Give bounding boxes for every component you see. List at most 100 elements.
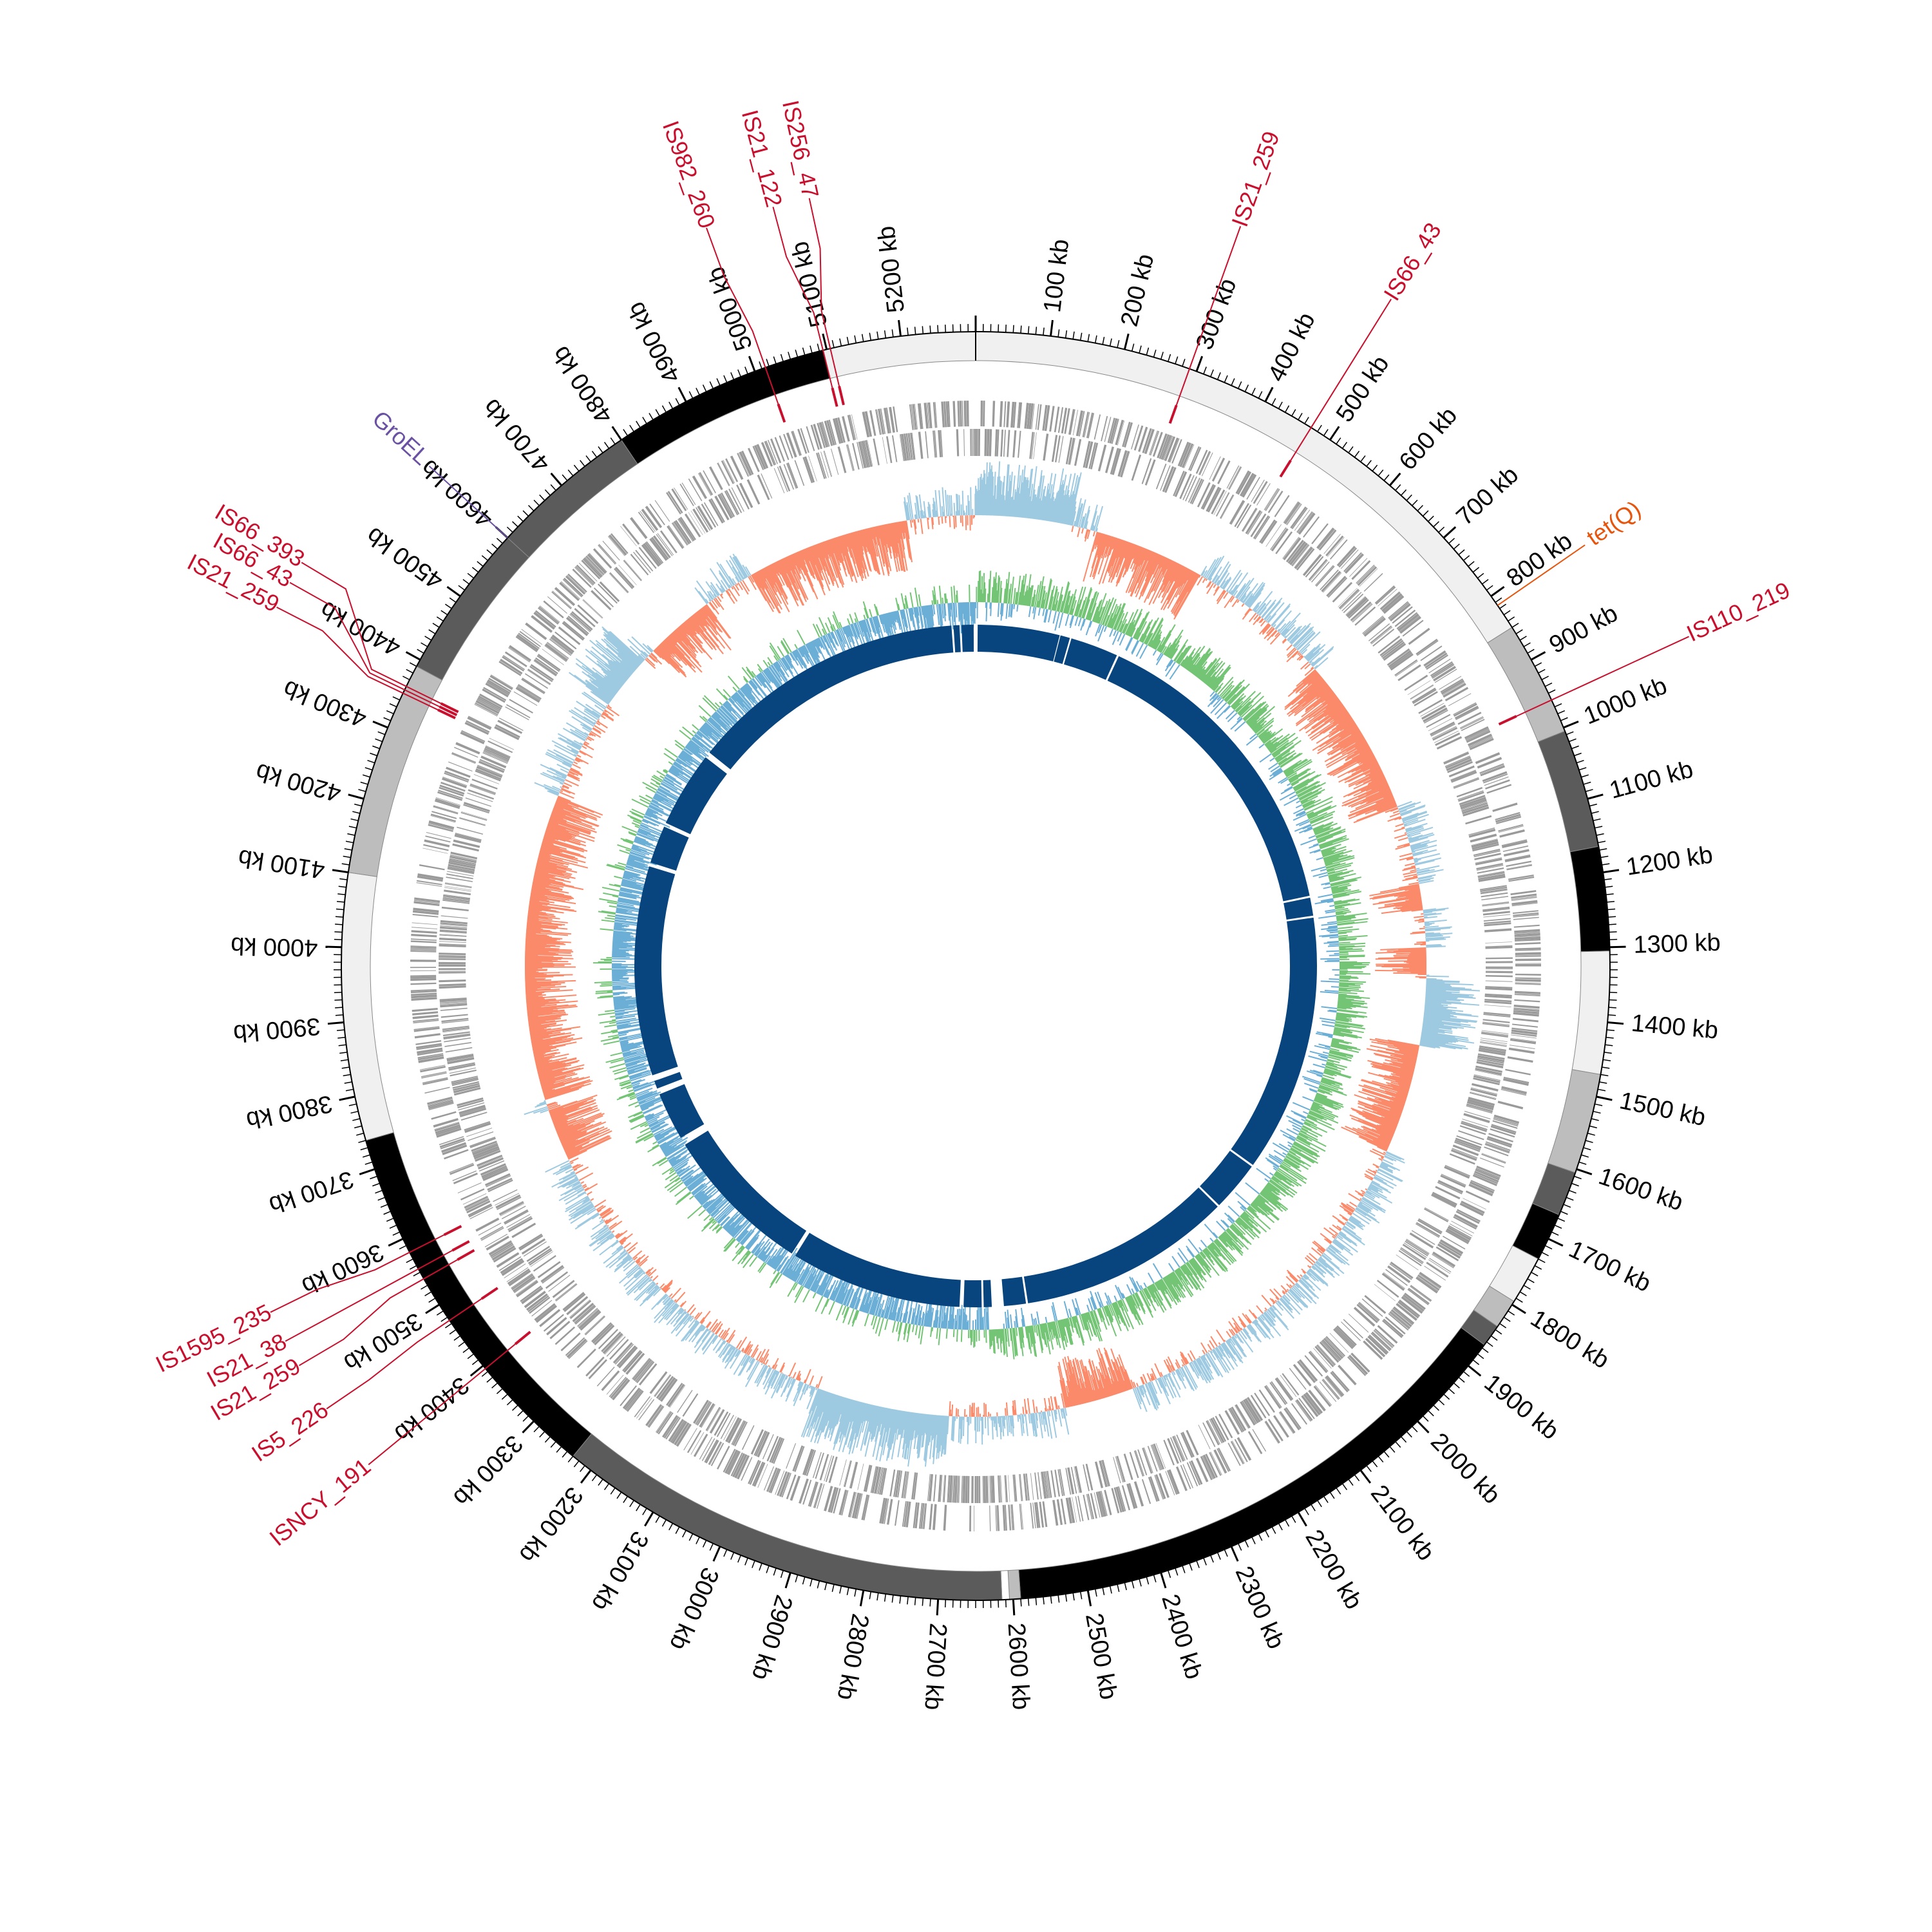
gene-block [1205, 1454, 1218, 1478]
minor-tick [929, 1598, 931, 1607]
gc-bar [1264, 597, 1283, 620]
gene-block [665, 1417, 681, 1440]
gene-block [731, 487, 744, 512]
gc-bar [1408, 833, 1435, 843]
gene-block [1310, 560, 1329, 582]
minor-tick [1583, 1147, 1591, 1151]
gene-block [849, 1461, 858, 1489]
gene-block [1102, 1459, 1110, 1487]
minor-tick [341, 1066, 350, 1069]
gc-bar [1328, 750, 1372, 775]
gene-block [413, 900, 440, 904]
gc-bar [1248, 612, 1257, 623]
gene-block [1382, 1320, 1403, 1338]
gc-bar [1255, 591, 1273, 613]
gene-block [1330, 1372, 1349, 1393]
gene-block [1283, 537, 1302, 561]
minor-tick [1354, 450, 1360, 458]
gene-block [864, 411, 873, 437]
gc-bar [1053, 468, 1065, 522]
gene-block [475, 768, 502, 781]
gc-bar [1396, 895, 1421, 900]
gc-bar [528, 1016, 561, 1022]
gc-bar [1399, 853, 1413, 858]
gc-bar [1098, 1368, 1108, 1397]
gc-bar [1162, 567, 1187, 611]
gc-bar [1332, 753, 1374, 777]
gc-bar [1095, 1366, 1106, 1398]
gc-bar [1148, 1381, 1160, 1406]
gc-bar [1394, 956, 1426, 958]
gc-bar [1389, 1063, 1415, 1070]
gc-bar [1287, 671, 1318, 697]
gc-bar [1372, 1061, 1414, 1074]
gc-bar [1240, 1327, 1243, 1331]
gc-bar [1112, 537, 1118, 549]
gc-bar [1369, 1184, 1379, 1190]
gene-block [428, 824, 453, 832]
gene-block [1397, 613, 1419, 632]
gene-block [1435, 1246, 1459, 1262]
gc-bar [1300, 1277, 1315, 1292]
gene-block [918, 1502, 923, 1529]
gene-block [1354, 606, 1376, 626]
gc-bar [1347, 742, 1368, 755]
gc-bar [1396, 1092, 1408, 1097]
gc-bar [531, 1037, 567, 1045]
gc-bar [849, 1400, 857, 1423]
minor-tick [1131, 343, 1135, 352]
gene-block [673, 520, 690, 545]
gc-bar [949, 1401, 951, 1416]
minor-tick [616, 1492, 622, 1499]
gene-block [1444, 755, 1470, 768]
gc-bar [738, 1336, 748, 1350]
gc-bar [1160, 564, 1182, 603]
gene-block [1121, 451, 1130, 478]
gc-bar [551, 1108, 578, 1119]
gc-bar [1407, 832, 1421, 838]
gene-block [1475, 858, 1502, 866]
gc-bar [670, 1287, 681, 1300]
minor-tick [623, 1496, 629, 1503]
gene-block [1264, 488, 1279, 511]
gene-block [971, 429, 972, 457]
gene-block [635, 549, 654, 572]
gene-block [1182, 1464, 1193, 1488]
gc-bar [1032, 1413, 1037, 1437]
gc-bar [1088, 1360, 1101, 1400]
gc-bar [1283, 1294, 1285, 1296]
gene-block [1034, 1502, 1039, 1528]
gc-bar [547, 1103, 558, 1108]
gene-block [444, 889, 471, 896]
gc-bar [1287, 682, 1327, 715]
gc-bar [711, 1322, 719, 1332]
gene-block [491, 674, 513, 688]
gene-block [1485, 966, 1513, 969]
gc-bar [712, 1338, 723, 1351]
gene-block [1011, 1504, 1015, 1531]
minor-tick [1578, 1161, 1587, 1165]
gene-block [802, 1479, 812, 1505]
gc-bar [542, 1088, 553, 1093]
gene-block [410, 949, 437, 952]
gene-block [918, 431, 923, 459]
gene-block [1425, 652, 1448, 668]
gc-bar [538, 1070, 562, 1078]
gc-bar [1238, 1332, 1254, 1353]
gene-block [635, 1360, 654, 1383]
major-tick [712, 1546, 721, 1562]
gc-bar [1349, 1114, 1395, 1134]
gene-block [1471, 838, 1498, 846]
gene-block [1474, 1171, 1499, 1183]
gc-bar [860, 1404, 873, 1451]
gc-bar [623, 1258, 634, 1269]
gc-bar [1381, 1156, 1384, 1159]
minor-tick [1383, 474, 1390, 481]
gene-block [1045, 1471, 1050, 1499]
gc-bar [611, 1245, 623, 1255]
gene-block [1200, 484, 1215, 509]
gene-block [1321, 1339, 1342, 1361]
gc-bar [1305, 705, 1345, 734]
gene-block [446, 873, 473, 880]
gc-bar [1300, 655, 1303, 658]
